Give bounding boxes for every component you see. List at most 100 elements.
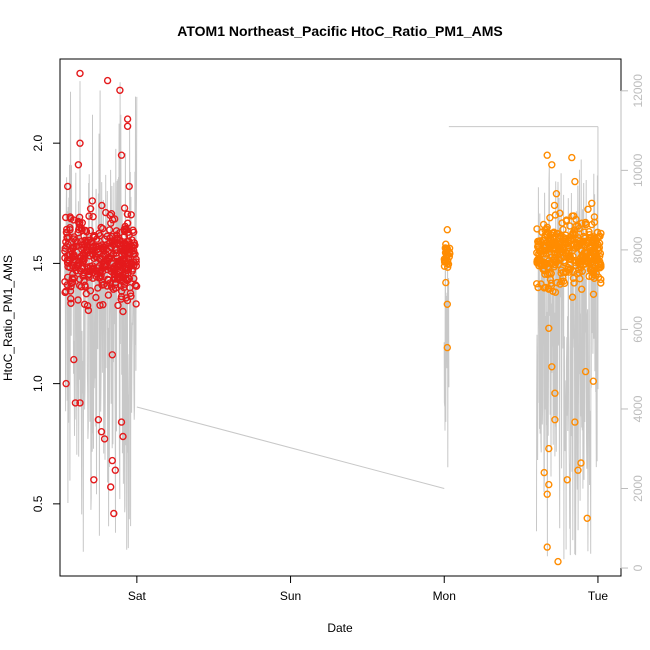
data-point [589,290,598,298]
data-point [543,543,551,551]
data-point [120,283,128,292]
data-point [578,285,586,293]
data-point [122,294,130,302]
data-point [443,259,451,268]
data-point [443,225,451,234]
data-point [555,246,563,255]
data-point [584,236,593,244]
data-point [557,239,565,248]
data-point [442,278,450,287]
data-point [111,284,120,292]
data-point [571,418,579,426]
data-point [63,281,72,289]
data-point [69,216,78,224]
data-point [581,218,590,227]
data-point [120,225,129,233]
data-point [74,296,82,304]
data-point [583,514,591,522]
data-point [110,215,119,223]
y2-tick-label: 12000 [631,74,645,108]
data-point [536,247,544,255]
data-point [61,288,69,297]
data-point [595,232,603,241]
data-point [568,293,577,301]
data-point [76,267,85,275]
data-point [548,161,556,169]
data-points [61,69,605,566]
y2-tick-label: 8000 [631,236,645,263]
data-point [114,301,122,310]
data-point [62,379,70,388]
data-point [76,69,84,78]
data-point [109,250,118,258]
secondary-line-segment [536,159,599,560]
data-point [552,189,561,198]
y-axis: 0.5 1.0 1.5 2.0 [31,134,61,512]
data-point [576,239,585,248]
x-axis: Sat Sun Mon Tue [128,575,608,603]
data-point [89,212,97,221]
data-point [541,259,550,267]
secondary-line-segment [64,81,138,552]
data-point [117,292,126,301]
data-point [566,222,574,230]
data-point [588,199,596,208]
data-point [74,225,83,234]
data-point [443,249,451,257]
data-point [63,273,72,281]
data-point [131,281,140,289]
data-point [574,222,582,230]
data-point [534,237,542,246]
data-point [545,444,553,453]
chart-title: ATOM1 Northeast_Pacific HtoC_Ratio_PM1_A… [177,23,502,39]
data-point [569,274,578,282]
y-axis-label: HtoC_Ratio_PM1_AMS [1,255,15,381]
data-point [104,275,112,283]
data-point [588,220,596,229]
data-point [114,235,122,244]
data-point [572,215,580,224]
data-point [90,476,98,484]
data-point [124,275,133,283]
x-tick-label: Mon [433,589,456,603]
data-point [540,468,548,477]
data-point [543,238,551,247]
data-point [110,270,118,278]
data-point [123,122,132,131]
x-tick-label: Sat [128,589,147,603]
data-point [563,476,571,484]
data-point [568,153,576,162]
data-point [120,204,129,212]
data-point [86,226,95,235]
data-point [69,257,78,265]
y2-tick-label: 2000 [631,475,645,502]
data-point [88,197,97,205]
y-tick-label: 0.5 [31,495,45,512]
data-point [102,256,111,265]
data-point [112,227,121,235]
data-point [78,258,87,267]
data-point [546,213,554,222]
data-point [108,351,117,359]
data-point [596,264,604,272]
data-point [596,249,605,258]
data-point [99,301,107,309]
data-point [534,283,542,292]
data-point [74,161,83,169]
data-point [123,210,132,218]
data-point [574,466,582,474]
data-point [442,258,450,266]
data-point [71,399,80,407]
data-point [63,233,71,242]
data-point [581,254,589,262]
y2-axis: 0 2000 4000 6000 8000 10000 12000 [620,74,645,571]
data-point [590,274,598,282]
data-point [533,280,541,288]
data-point [123,115,132,123]
data-point [109,265,118,273]
data-point [64,263,72,271]
data-point [100,435,109,443]
data-point [76,139,84,147]
data-point [78,226,86,234]
